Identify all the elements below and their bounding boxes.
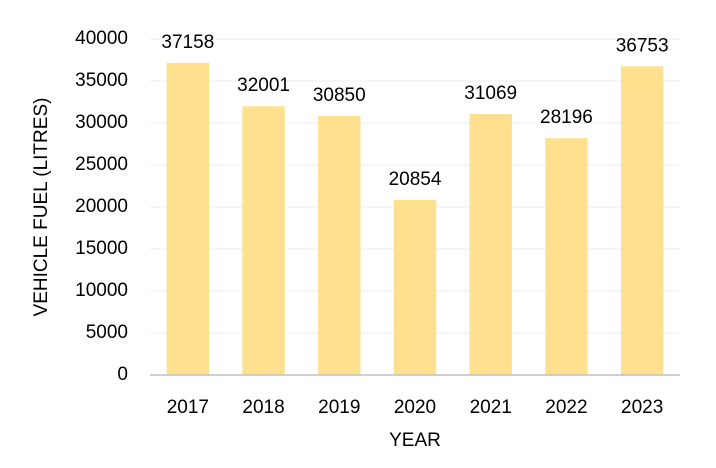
bar <box>545 138 588 375</box>
y-tick-label: 25000 <box>75 154 128 175</box>
y-tick-label: 40000 <box>75 28 128 49</box>
data-label: 30850 <box>313 85 366 106</box>
y-tick-label: 10000 <box>75 280 128 301</box>
data-label: 32001 <box>237 75 290 96</box>
data-label: 37158 <box>161 32 214 53</box>
data-label: 20854 <box>389 169 442 190</box>
bar <box>393 199 437 375</box>
x-tick-label: 2018 <box>242 397 284 418</box>
bar <box>166 62 210 375</box>
y-tick-label: 20000 <box>75 196 128 217</box>
x-tick-label: 2022 <box>545 397 587 418</box>
y-axis-label: VEHICLE FUEL (LITRES) <box>31 98 52 317</box>
bar <box>242 106 285 376</box>
x-tick-label: 2017 <box>167 397 209 418</box>
x-tick-label: 2023 <box>621 397 663 418</box>
data-label: 31069 <box>464 83 517 104</box>
data-label: 28196 <box>540 107 593 128</box>
y-tick-label: 15000 <box>75 238 128 259</box>
y-tick-label: 5000 <box>86 322 128 343</box>
y-tick-label: 0 <box>117 364 128 385</box>
bar <box>318 115 361 376</box>
y-tick-label: 35000 <box>75 70 128 91</box>
y-tick-label: 30000 <box>75 112 128 133</box>
x-tick-label: 2020 <box>394 397 436 418</box>
x-tick-label: 2019 <box>318 397 360 418</box>
bar <box>620 66 664 375</box>
data-label: 36753 <box>616 35 669 56</box>
x-tick-label: 2021 <box>470 397 512 418</box>
x-axis-label: YEAR <box>389 430 441 451</box>
bar <box>469 114 512 376</box>
